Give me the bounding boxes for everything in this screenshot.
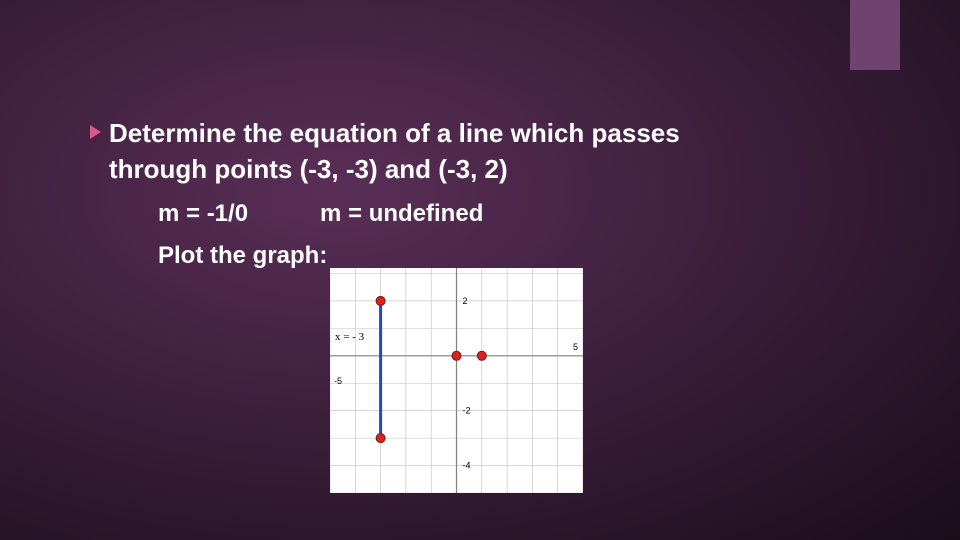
equation-label: x = - 3 xyxy=(335,331,364,343)
bullet-icon xyxy=(90,125,101,139)
svg-text:-5: -5 xyxy=(334,376,342,386)
plot-label: Plot the graph: xyxy=(158,242,327,270)
slope-value-2: m = undefined xyxy=(320,200,483,228)
accent-bar xyxy=(850,0,900,70)
bullet-item: Determine the equation of a line which p… xyxy=(90,115,780,188)
bullet-text: Determine the equation of a line which p… xyxy=(109,115,780,188)
graph: 2 -2 -4 -5 5 x = - 3 xyxy=(330,268,583,493)
slide: Determine the equation of a line which p… xyxy=(0,0,960,540)
svg-text:5: 5 xyxy=(573,342,578,352)
svg-text:-2: -2 xyxy=(463,406,471,416)
svg-text:2: 2 xyxy=(463,296,468,306)
slope-value-1: m = -1/0 xyxy=(158,200,248,228)
graph-svg: 2 -2 -4 -5 5 xyxy=(330,268,583,493)
svg-text:-4: -4 xyxy=(463,461,471,471)
